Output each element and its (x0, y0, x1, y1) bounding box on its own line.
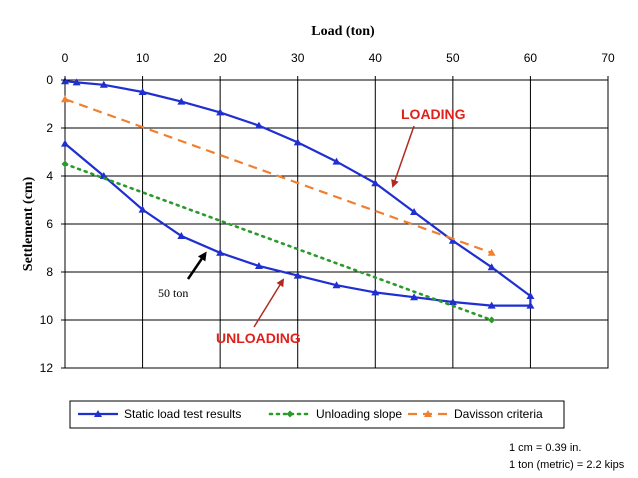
unloading-annotation: UNLOADING (216, 330, 301, 346)
legend-item-davisson-criteria: Davisson criteria (408, 407, 543, 421)
unloading-slope-line (63, 162, 493, 322)
x-tick-label: 50 (446, 51, 460, 65)
fifty-ton-arrow (186, 251, 207, 280)
static-load-test-results-point (293, 271, 302, 279)
unloading-slope-point (61, 160, 69, 168)
grid (64, 79, 609, 369)
y-tick-label: 6 (46, 217, 53, 231)
static-load-test-results-point (61, 77, 69, 85)
x-tick-label: 70 (601, 51, 615, 65)
series-static-load-test-results (61, 77, 535, 309)
legend-label: Davisson criteria (454, 407, 543, 421)
fifty-ton-annotation: 50 ton (158, 286, 188, 300)
static-load-test-results-point (177, 232, 186, 239)
y-tick-label: 10 (40, 313, 54, 327)
legend-swatch-marker (286, 410, 294, 418)
series-unloading-slope (61, 160, 496, 324)
static-load-test-results-point (371, 288, 380, 296)
y-tick-label: 2 (46, 121, 53, 135)
static-load-test-results-point (332, 281, 341, 289)
static-load-test-results-point (72, 78, 81, 86)
static-load-test-results-point (254, 262, 263, 269)
legend-label: Unloading slope (316, 407, 402, 421)
y-tick-label: 4 (46, 169, 53, 183)
y-axis-label: Settlement (cm) (21, 176, 36, 271)
static-load-test-results-point (371, 179, 380, 187)
static-load-test-results-point (138, 205, 147, 213)
annotations: LOADING UNLOADING 50 ton (158, 106, 466, 346)
series-layer (61, 77, 535, 324)
legend-label: Static load test results (124, 407, 241, 421)
davisson-criteria-point (61, 95, 69, 103)
unloading-slope-point (488, 316, 496, 324)
static-load-test-results-point (410, 208, 419, 215)
series-davisson-criteria (61, 95, 496, 256)
static-load-test-results-point (99, 172, 108, 179)
x-tick-label: 40 (369, 51, 383, 65)
x-tick-label: 10 (136, 51, 150, 65)
unloading-arrow (253, 278, 285, 328)
loading-annotation: LOADING (401, 106, 466, 122)
conversion-notes: 1 cm = 0.39 in. 1 ton (metric) = 2.2 kip… (509, 442, 625, 471)
static-load-test-results-point (216, 108, 225, 116)
static-load-test-results-point (99, 80, 108, 88)
legend-item-static-load-test-results: Static load test results (78, 407, 241, 421)
x-tick-label: 0 (62, 51, 69, 65)
note-cm-conversion: 1 cm = 0.39 in. (509, 442, 581, 454)
static-load-test-results-point (254, 121, 263, 129)
static-load-test-results-point (61, 139, 69, 147)
legend-box (69, 400, 565, 429)
static-load-test-results-point (138, 88, 147, 95)
y-tick-label: 8 (46, 265, 53, 279)
davisson-criteria-line (64, 98, 492, 254)
x-tick-label: 30 (291, 51, 305, 65)
legend-swatch-marker (424, 410, 432, 417)
static-load-test-results-point (216, 248, 225, 256)
static-load-test-results-point (448, 298, 457, 305)
static-load-test-results-point (448, 236, 457, 244)
davisson-criteria-point (487, 248, 496, 256)
static-load-test-results-point (487, 301, 496, 309)
legend-swatch-marker (94, 410, 102, 417)
y-tick-label: 0 (46, 73, 53, 87)
axes: Load (ton) Settlement (cm) 0 10 20 30 40 50 60… (21, 24, 615, 375)
static-load-test-results-point (526, 301, 535, 309)
x-axis-label: Load (ton) (311, 24, 375, 39)
legend: Static load test results Unloading slope D… (69, 400, 565, 429)
static-load-test-results-point (332, 157, 341, 165)
x-tick-label: 20 (213, 51, 227, 65)
note-ton-conversion: 1 ton (metric) = 2.2 kips (509, 459, 625, 471)
static-load-test-results-point (293, 138, 302, 146)
y-tick-label: 12 (40, 361, 54, 375)
loading-arrow (391, 125, 415, 188)
static-load-test-results-point (410, 293, 419, 301)
static-load-test-results-point (177, 97, 186, 105)
static-load-test-results-point (526, 292, 535, 299)
legend-item-unloading-slope: Unloading slope (268, 407, 402, 421)
static-load-test-results-point (487, 263, 496, 271)
x-tick-label: 60 (524, 51, 538, 65)
